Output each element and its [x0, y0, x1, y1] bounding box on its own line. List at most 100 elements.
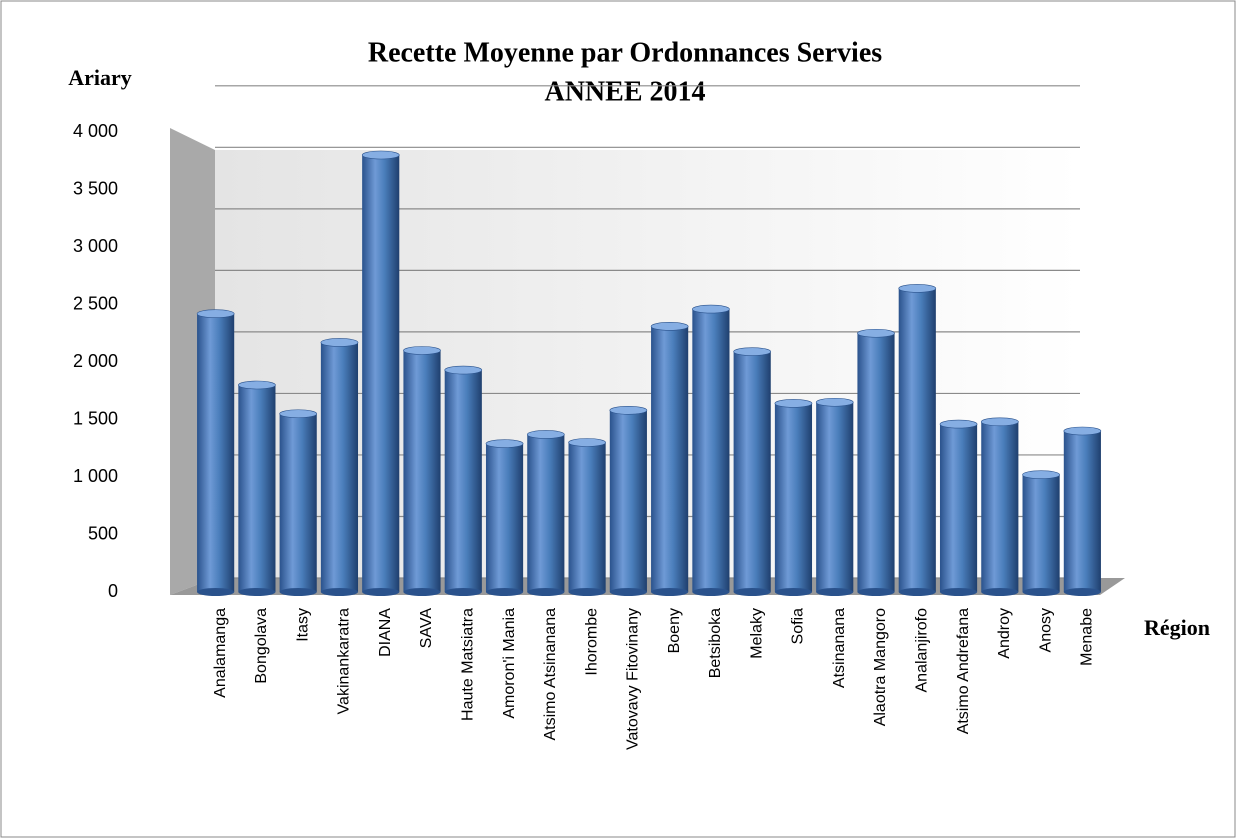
x-tick-label: DIANA — [377, 608, 394, 657]
bar-cap — [403, 346, 441, 355]
bar-cap — [196, 309, 235, 319]
bar — [527, 434, 565, 592]
bar-base — [774, 588, 813, 596]
bar-cap — [361, 150, 400, 160]
bar-base — [1063, 588, 1101, 596]
bar-base — [527, 588, 565, 596]
x-tick-label: Betsiboka — [707, 608, 724, 678]
bar — [238, 385, 276, 592]
bar-base — [857, 588, 895, 596]
y-tick-label: 2 000 — [73, 351, 118, 371]
bar-cap — [609, 405, 648, 415]
y-tick-label: 3 500 — [73, 178, 118, 198]
bar — [568, 442, 606, 592]
bar-cap — [238, 380, 276, 390]
bar-cap — [279, 409, 318, 419]
bar-base — [197, 588, 235, 596]
bar-cap — [939, 419, 978, 429]
bar-base — [279, 588, 317, 596]
bar — [651, 326, 689, 592]
bar — [444, 370, 482, 592]
bar-base — [444, 588, 482, 596]
bar — [981, 421, 1019, 592]
x-tick-label: Menabe — [1079, 608, 1096, 666]
x-tick-label: Anosy — [1037, 608, 1054, 652]
bar — [816, 402, 854, 592]
bar-cap — [1022, 470, 1060, 480]
bar-base — [651, 588, 689, 596]
bar-cap — [526, 430, 565, 439]
bar-cap — [485, 439, 524, 448]
x-tick-label: Alaotra Mangoro — [872, 608, 889, 726]
chart-title: Recette Moyenne par Ordonnances Servies — [368, 37, 882, 68]
x-tick-label: Vakinankaratra — [336, 608, 353, 715]
bar-base — [362, 588, 400, 596]
bar — [485, 443, 524, 592]
y-tick-label: 1 500 — [73, 408, 118, 428]
x-tick-label: Ihorombe — [583, 608, 600, 676]
y-axis-label: Ariary — [68, 65, 132, 90]
bar-cap — [898, 284, 937, 293]
x-tick-label: Analanjirofo — [913, 608, 930, 693]
y-tick-label: 3 000 — [73, 236, 118, 256]
bar — [362, 155, 400, 592]
x-tick-label: Itasy — [294, 608, 311, 642]
bar-base — [1022, 588, 1060, 596]
bar — [197, 313, 235, 592]
x-tick-label: Atsimo Andrefana — [955, 608, 972, 734]
bar-base — [403, 588, 441, 596]
chart-subtitle: ANNEE 2014 — [544, 76, 705, 107]
x-tick-label: Sofia — [790, 608, 807, 645]
x-tick-label: Boeny — [666, 608, 683, 653]
bar — [609, 410, 647, 592]
bar-cap — [650, 322, 689, 331]
x-axis-label: Région — [1144, 615, 1210, 640]
bar — [857, 333, 895, 592]
bar — [939, 424, 978, 592]
bar-base — [692, 588, 730, 596]
bar-base — [981, 588, 1019, 596]
x-tick-label: Vatovavy Fitovinany — [625, 608, 642, 750]
bar-base — [898, 588, 936, 596]
bar-cap — [1063, 426, 1102, 436]
x-tick-label: Amoron'i Mania — [501, 608, 518, 719]
bar-cap — [857, 328, 895, 338]
bar-cap — [568, 438, 606, 447]
bar — [279, 413, 317, 592]
bar-base — [733, 588, 771, 596]
bar-cap — [692, 304, 730, 314]
bar-base — [816, 588, 854, 596]
y-tick-label: 4 000 — [73, 121, 118, 141]
bar-base — [939, 588, 978, 596]
bar-base — [238, 588, 276, 596]
bar — [320, 342, 359, 592]
y-tick-label: 500 — [88, 523, 118, 543]
bar-cap — [444, 365, 483, 375]
bar — [1022, 474, 1060, 592]
bar-cap — [980, 417, 1019, 427]
x-tick-label: Analamanga — [212, 608, 229, 698]
x-tick-label: Melaky — [748, 608, 765, 659]
x-tick-label: Haute Matsiatra — [459, 608, 476, 721]
bar — [692, 309, 730, 592]
bar-base — [568, 588, 606, 596]
bar-cap — [774, 399, 813, 408]
bar — [733, 351, 771, 592]
y-tick-label: 0 — [108, 581, 118, 601]
bar — [774, 403, 813, 592]
y-tick-label: 2 500 — [73, 293, 118, 313]
bar-cap — [815, 397, 854, 407]
bar-cap — [320, 338, 359, 347]
bar-base — [485, 588, 524, 596]
x-tick-label: SAVA — [418, 608, 435, 649]
bar — [403, 350, 441, 592]
bar-cap — [733, 347, 772, 356]
x-tick-label: Androy — [996, 608, 1013, 659]
x-tick-label: Atsinanana — [831, 608, 848, 688]
x-tick-label: Bongolava — [253, 608, 270, 684]
bar — [1063, 431, 1101, 592]
y-tick-label: 1 000 — [73, 466, 118, 486]
bar-base — [609, 588, 647, 596]
bar — [898, 288, 936, 592]
